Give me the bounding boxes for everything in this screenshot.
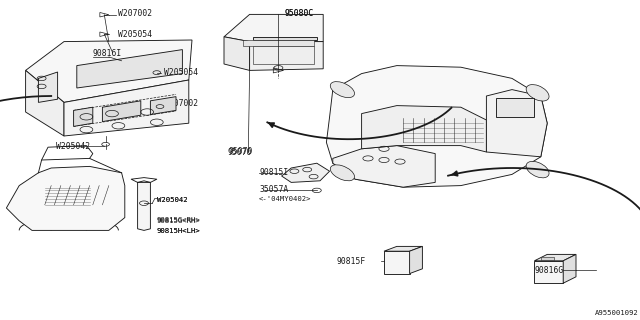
Polygon shape — [74, 107, 93, 126]
Polygon shape — [541, 257, 554, 260]
Polygon shape — [326, 66, 547, 187]
Polygon shape — [6, 166, 125, 230]
Polygon shape — [224, 14, 323, 42]
Polygon shape — [102, 101, 141, 122]
Polygon shape — [224, 37, 250, 70]
Polygon shape — [26, 40, 192, 102]
Text: W207002: W207002 — [164, 99, 198, 108]
Polygon shape — [150, 97, 176, 115]
Polygon shape — [282, 163, 330, 182]
Text: 95080C: 95080C — [285, 9, 314, 18]
Polygon shape — [486, 90, 547, 157]
Text: 90815G<RH>: 90815G<RH> — [157, 217, 200, 223]
Polygon shape — [534, 254, 576, 261]
Text: 90816G: 90816G — [534, 266, 564, 275]
Polygon shape — [563, 254, 576, 283]
Ellipse shape — [330, 82, 355, 98]
Polygon shape — [253, 46, 314, 64]
Text: 90815H<LH>: 90815H<LH> — [157, 228, 200, 234]
Polygon shape — [64, 80, 189, 136]
Polygon shape — [26, 70, 64, 136]
Polygon shape — [333, 146, 435, 187]
Polygon shape — [77, 50, 182, 88]
Text: 35057A: 35057A — [259, 185, 289, 194]
Text: 95070: 95070 — [228, 147, 253, 156]
Text: 90815G<RH>: 90815G<RH> — [157, 218, 200, 224]
Polygon shape — [138, 181, 150, 230]
Ellipse shape — [330, 165, 355, 181]
Text: 90815I: 90815I — [259, 168, 289, 177]
Polygon shape — [243, 40, 314, 46]
Polygon shape — [38, 72, 58, 102]
Text: W205042: W205042 — [157, 197, 188, 203]
Polygon shape — [496, 98, 534, 117]
Text: 95070: 95070 — [228, 148, 252, 156]
Ellipse shape — [526, 84, 549, 101]
Text: W205042: W205042 — [157, 197, 188, 203]
Text: 90816I: 90816I — [93, 49, 122, 58]
Text: 90815H<LH>: 90815H<LH> — [157, 228, 200, 234]
Polygon shape — [534, 261, 563, 283]
Text: 95080C: 95080C — [285, 9, 314, 18]
Text: <-'04MY0402>: <-'04MY0402> — [259, 196, 312, 202]
Text: W207002: W207002 — [118, 9, 152, 18]
Polygon shape — [253, 37, 317, 40]
Polygon shape — [410, 246, 422, 274]
Text: W205054: W205054 — [118, 30, 152, 39]
Text: 90815F: 90815F — [337, 257, 366, 266]
Text: A955001092: A955001092 — [595, 310, 639, 316]
Polygon shape — [250, 42, 323, 70]
Text: W205054: W205054 — [164, 68, 198, 76]
Text: W205042: W205042 — [56, 142, 90, 151]
Ellipse shape — [526, 161, 549, 178]
Polygon shape — [384, 246, 422, 251]
Polygon shape — [362, 106, 486, 152]
Polygon shape — [384, 251, 410, 274]
